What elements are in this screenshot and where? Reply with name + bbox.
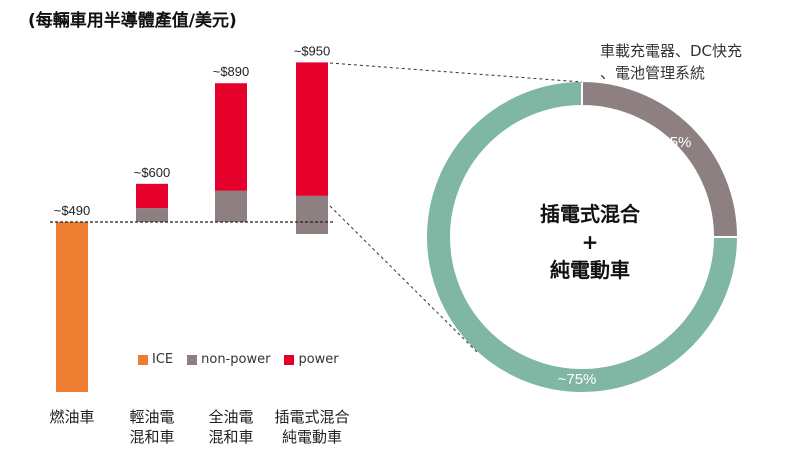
legend-item-power: power xyxy=(284,352,339,367)
bars-layer: ~$490 ~$600 ~$890 ~$950 xyxy=(50,43,333,392)
donut-center-label: 插電式混合 + 純電動車 xyxy=(505,200,675,284)
category-label-mild-hybrid: 輕油電 混和車 xyxy=(102,407,202,447)
legend-label-non-power: non-power xyxy=(201,352,271,367)
legend-swatch-non-power xyxy=(187,354,198,365)
donut-annotation-line-2: 、電池管理系統 xyxy=(600,64,706,82)
legend-label-ice: ICE xyxy=(152,352,174,367)
donut-center-line-1: 插電式混合 xyxy=(540,202,640,226)
bar-segment-non-power xyxy=(136,208,168,222)
legend-label-power: power xyxy=(298,352,339,367)
donut-center-line-3: 純電動車 xyxy=(550,258,630,282)
bar-total-label: ~$890 xyxy=(213,64,250,79)
bar-segment-power xyxy=(296,62,328,196)
donut-layer: ~25% ~75% xyxy=(329,62,740,394)
donut-annotation-line-1: 車載充電器、DC快充 xyxy=(600,42,743,60)
category-label-phev-bev: 插電式混合 純電動車 xyxy=(262,407,362,447)
chart-title: (每輛車用半導體產值/美元) xyxy=(28,11,237,31)
category-label-line-2: 混和車 xyxy=(129,428,175,446)
category-label-line-1: 燃油車 xyxy=(49,408,95,426)
legend-item-ice: ICE xyxy=(138,352,173,367)
category-label-line-1: 全油電 xyxy=(208,408,254,426)
connector-line-top xyxy=(329,62,583,83)
bar-total-label: ~$950 xyxy=(294,43,331,58)
legend-item-non-power: non-power xyxy=(187,352,270,367)
category-label-line-1: 輕油電 xyxy=(129,408,175,426)
bar-segment-non-power xyxy=(215,190,247,222)
category-label-line-2: 混和車 xyxy=(208,428,254,446)
category-label-ice-vehicle: 燃油車 xyxy=(22,407,122,427)
bar-total-label: ~$490 xyxy=(54,203,91,218)
bar-segment-power xyxy=(215,83,247,191)
legend-swatch-power xyxy=(284,354,295,365)
bar-segment-non-power xyxy=(296,195,328,234)
bar-segment-ice xyxy=(56,222,88,392)
donut-annotation: 車載充電器、DC快充 、電池管理系統 xyxy=(600,40,742,84)
category-label-line-1: 插電式混合 xyxy=(274,408,350,426)
donut-center-line-2: + xyxy=(581,230,599,254)
chart-legend: ICE non-power power xyxy=(138,352,339,367)
donut-slice-label: ~75% xyxy=(558,371,597,388)
bar-total-label: ~$600 xyxy=(134,165,171,180)
connector-line-bottom xyxy=(329,205,478,353)
donut-slice-label: ~25% xyxy=(653,134,692,151)
category-label-line-2: 純電動車 xyxy=(281,428,342,446)
category-label-full-hybrid: 全油電 混和車 xyxy=(181,407,281,447)
legend-swatch-ice xyxy=(138,354,148,365)
bar-segment-power xyxy=(136,183,168,209)
